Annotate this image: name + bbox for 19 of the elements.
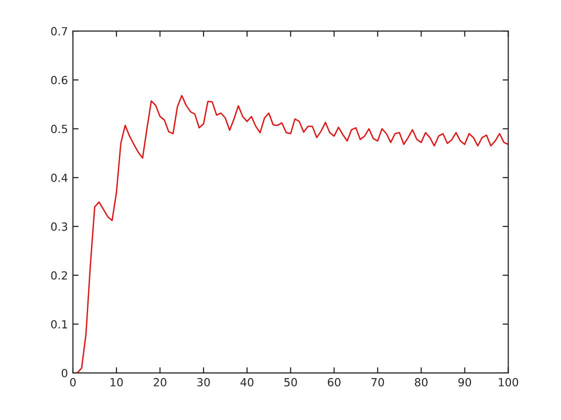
y-tick-label: 0 [62, 368, 68, 378]
x-tick-label: 100 [498, 378, 518, 386]
x-tick-label: 70 [372, 378, 384, 386]
x-tick-label: 30 [197, 378, 210, 386]
y-tick-label: 0.7 [51, 27, 68, 36]
y-tick-label: 0.3 [51, 222, 68, 231]
x-tick-label: 40 [240, 378, 254, 386]
y-tick-label: 0.4 [51, 174, 68, 182]
y-tick-label: 0.1 [51, 320, 68, 328]
y-tick-label: 0.2 [51, 271, 67, 280]
x-tick-label: 10 [110, 378, 123, 386]
x-tick-label: 60 [328, 378, 340, 386]
x-tick-label: 0 [70, 378, 76, 386]
y-tick-label: 0.5 [51, 124, 68, 134]
x-tick-label: 50 [284, 378, 297, 386]
y-tick-label: 0.6 [51, 76, 68, 84]
x-tick-label: 90 [458, 378, 472, 386]
x-tick-label: 20 [154, 378, 166, 386]
x-tick-label: 80 [414, 378, 428, 386]
